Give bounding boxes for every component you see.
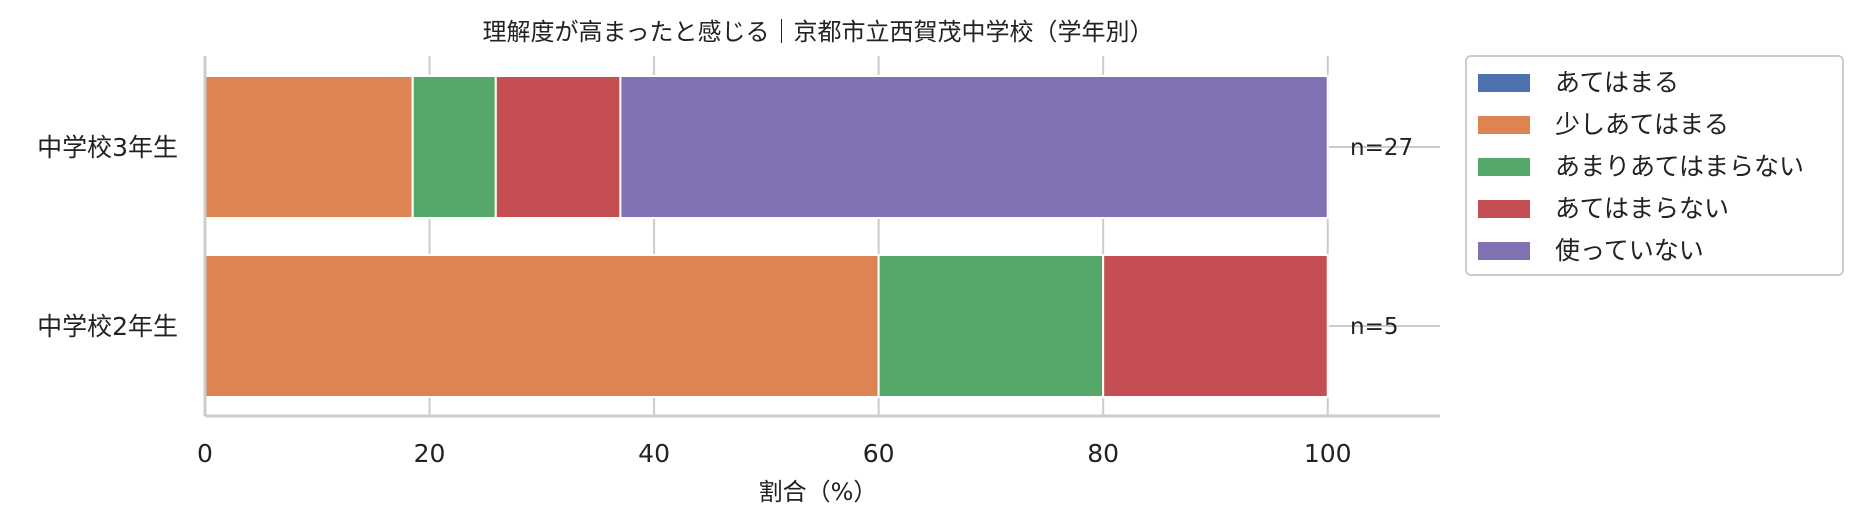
legend-label: あてはまる <box>1555 68 1679 97</box>
x-tick-label: 0 <box>197 439 213 468</box>
legend-label: あまりあてはまらない <box>1555 152 1804 181</box>
x-tick-label: 80 <box>1087 439 1119 468</box>
x-tick-label: 60 <box>863 439 895 468</box>
legend-label: あてはまらない <box>1555 194 1729 223</box>
legend-swatch <box>1478 116 1530 134</box>
x-tick-label: 20 <box>414 439 446 468</box>
chart-title: 理解度が高まったと感じる｜京都市立西賀茂中学校（学年別） <box>482 18 1153 46</box>
bar-segment-1-1 <box>204 254 880 398</box>
category-label: 中学校3年生 <box>37 133 178 162</box>
bar-segment-1-2 <box>877 254 1105 398</box>
x-axis-label: 割合（%） <box>759 478 878 506</box>
n-label: n=5 <box>1350 314 1398 340</box>
legend-swatch <box>1478 242 1530 260</box>
legend-swatch <box>1478 158 1530 176</box>
legend-label: 少しあてはまる <box>1555 110 1729 139</box>
bar-segment-0-1 <box>204 75 414 219</box>
bars <box>204 75 1329 398</box>
legend-swatch <box>1478 200 1530 218</box>
x-tick-label: 100 <box>1304 439 1352 468</box>
x-tick-label: 40 <box>638 439 670 468</box>
n-label: n=27 <box>1350 135 1413 161</box>
category-label: 中学校2年生 <box>37 312 178 341</box>
x-tick-labels: 0 20 40 60 80 100 <box>197 439 1352 468</box>
legend-label: 使っていない <box>1555 236 1704 265</box>
bar-segment-0-2 <box>411 75 497 219</box>
bar-segment-0-3 <box>494 75 622 219</box>
n-labels: n=27 n=5 <box>1350 135 1413 340</box>
legend-box <box>1465 55 1844 276</box>
bar-segment-0-4 <box>619 75 1329 219</box>
bar-segment-1-3 <box>1102 254 1329 398</box>
axes <box>203 56 1440 418</box>
legend-swatch <box>1478 74 1530 92</box>
